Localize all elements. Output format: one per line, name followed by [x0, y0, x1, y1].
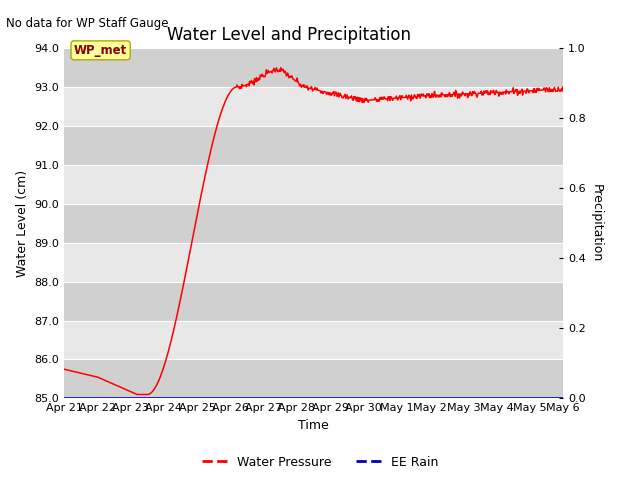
Bar	[64, 126, 563, 165]
Bar	[64, 243, 563, 282]
X-axis label: Time: Time	[298, 419, 329, 432]
Y-axis label: Water Level (cm): Water Level (cm)	[16, 169, 29, 277]
Bar	[64, 360, 563, 398]
Bar	[64, 165, 563, 204]
Bar	[64, 87, 563, 126]
Bar	[64, 321, 563, 360]
Bar	[64, 282, 563, 321]
Text: No data for WP Staff Gauge: No data for WP Staff Gauge	[6, 17, 169, 30]
Legend: Water Pressure, EE Rain: Water Pressure, EE Rain	[196, 451, 444, 474]
Bar	[64, 48, 563, 87]
Bar	[64, 204, 563, 243]
Title: Water Level and Precipitation: Water Level and Precipitation	[166, 25, 411, 44]
Text: WP_met: WP_met	[74, 44, 127, 57]
Y-axis label: Precipitation: Precipitation	[589, 184, 602, 263]
